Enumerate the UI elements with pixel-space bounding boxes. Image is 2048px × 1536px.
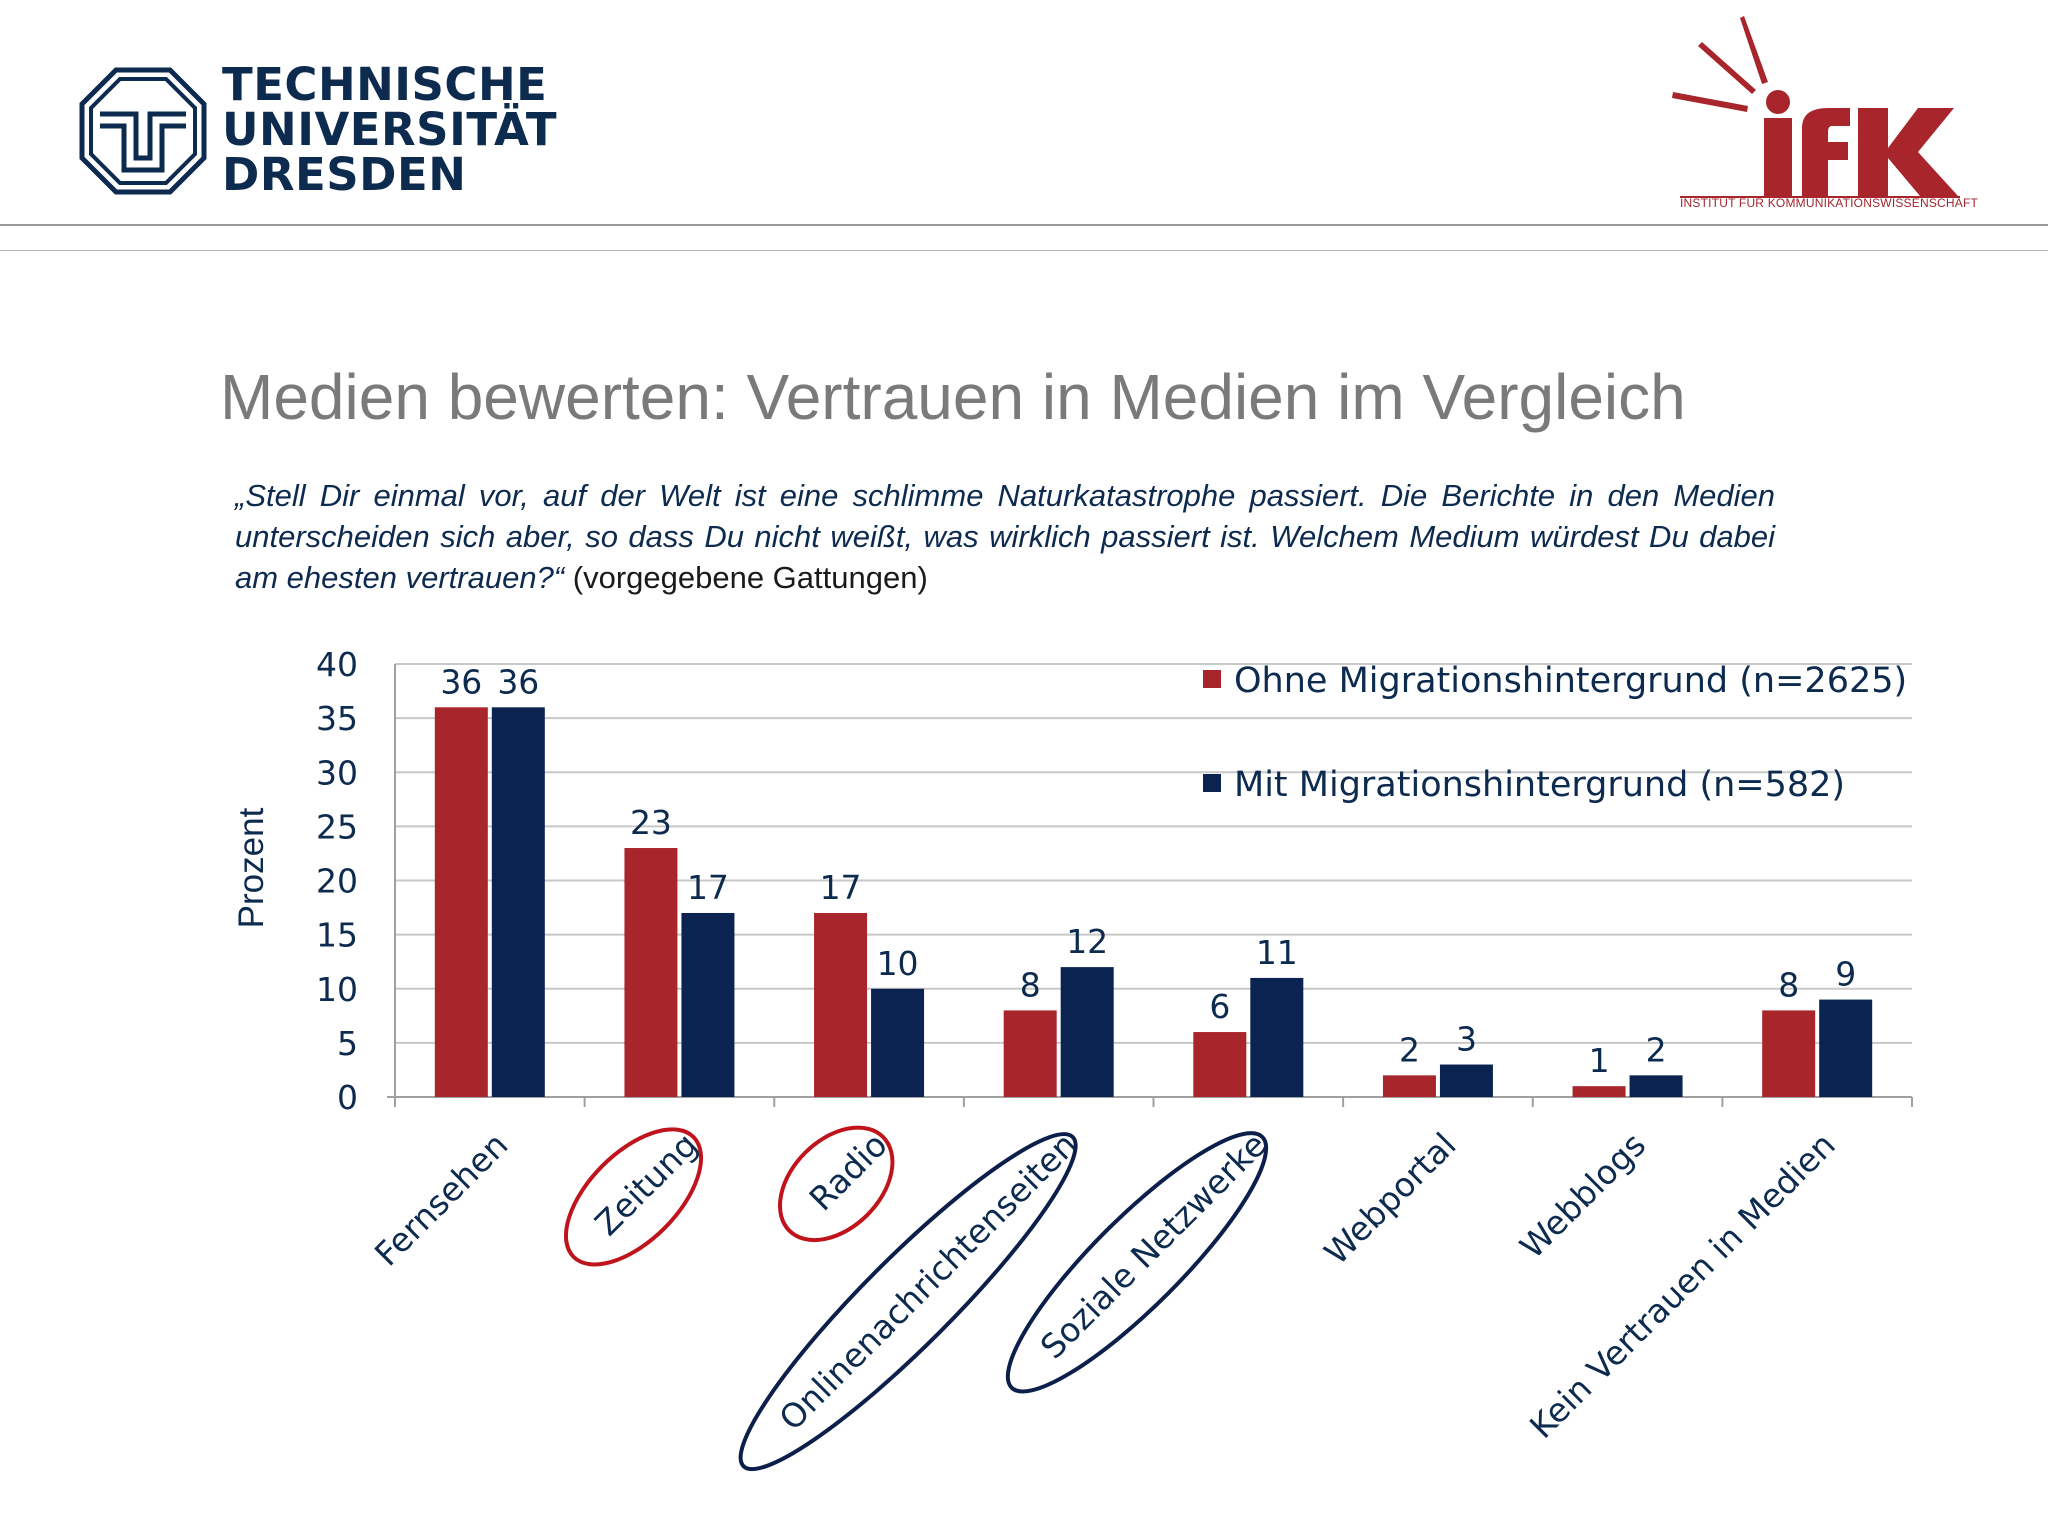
data-label: 8 <box>1020 965 1041 1004</box>
tu-dresden-emblem <box>79 67 207 195</box>
y-tick-label: 15 <box>316 916 358 955</box>
legend-swatch <box>1203 774 1221 792</box>
university-name-line-2: UNIVERSITÄT <box>222 103 558 156</box>
data-label: 11 <box>1256 933 1298 972</box>
university-name-line-3: DRESDEN <box>222 148 467 201</box>
slide-title: Medien bewerten: Vertrauen in Medien im … <box>220 361 1686 433</box>
bar <box>624 848 678 1097</box>
data-label: 8 <box>1778 965 1799 1004</box>
data-label: 2 <box>1646 1030 1667 1069</box>
bar <box>1572 1086 1626 1097</box>
y-tick-label: 30 <box>316 753 358 792</box>
bar <box>1629 1075 1683 1097</box>
bar <box>491 707 545 1097</box>
y-tick-label: 40 <box>316 645 358 684</box>
data-label: 1 <box>1589 1041 1610 1080</box>
data-label: 3 <box>1456 1020 1477 1059</box>
highlight-ellipse <box>1005 1131 1269 1394</box>
y-axis-label: Prozent <box>232 807 271 928</box>
bar <box>1762 1010 1816 1097</box>
institute-name: INSTITUT FÜR KOMMUNIKATIONSWISSENSCHAFT <box>1680 196 1979 210</box>
x-tick-label: Webportal <box>1317 1125 1464 1272</box>
bar <box>814 912 868 1097</box>
y-tick-label: 20 <box>316 862 358 901</box>
question-text: „Stell Dir einmal vor, auf der Welt ist … <box>235 478 1775 595</box>
question-note: (vorgegebene Gattungen) <box>564 560 928 595</box>
bar <box>1193 1032 1247 1097</box>
bar <box>1439 1064 1493 1097</box>
x-tick-label: Fernsehen <box>367 1125 516 1274</box>
x-tick-label: Radio <box>802 1125 895 1218</box>
data-label: 9 <box>1835 955 1856 994</box>
x-tick-label: Webblogs <box>1512 1125 1653 1266</box>
header-divider-secondary <box>0 250 2048 251</box>
x-tick-label: Kein Vertrauen in Medien <box>1522 1125 1843 1446</box>
x-tick-label: Zeitung <box>587 1125 705 1243</box>
bar <box>1003 1010 1057 1097</box>
bar <box>1819 999 1873 1097</box>
data-label: 6 <box>1209 987 1230 1026</box>
bar <box>871 988 925 1097</box>
ifk-logo <box>1672 16 1960 198</box>
y-tick-label: 5 <box>337 1024 358 1063</box>
bar <box>1382 1075 1436 1097</box>
data-label: 2 <box>1399 1030 1420 1069</box>
bar <box>681 912 735 1097</box>
data-label: 10 <box>877 944 919 983</box>
highlight-ellipse <box>738 1132 1078 1472</box>
bar <box>1060 967 1114 1097</box>
data-label: 36 <box>497 662 539 701</box>
y-tick-label: 10 <box>316 970 358 1009</box>
bar <box>1250 977 1304 1097</box>
data-label: 36 <box>440 662 482 701</box>
highlight-ellipse <box>563 1127 704 1267</box>
data-label: 23 <box>630 803 672 842</box>
survey-question: „Stell Dir einmal vor, auf der Welt ist … <box>235 475 1775 598</box>
highlight-ellipse <box>777 1125 895 1243</box>
data-label: 12 <box>1066 922 1108 961</box>
header-divider <box>0 224 2048 226</box>
y-tick-label: 0 <box>337 1078 358 1117</box>
y-tick-label: 25 <box>316 807 358 846</box>
y-tick-label: 35 <box>316 699 358 738</box>
legend-entry: Mit Migrationshintergrund (n=582) <box>1234 765 1845 805</box>
data-label: 17 <box>687 868 729 907</box>
legend-swatch <box>1203 670 1221 688</box>
university-name-line-1: TECHNISCHE <box>222 58 548 111</box>
bar <box>434 707 488 1097</box>
legend-entry: Ohne Migrationshintergrund (n=2625) <box>1234 661 1907 701</box>
data-label: 17 <box>820 868 862 907</box>
